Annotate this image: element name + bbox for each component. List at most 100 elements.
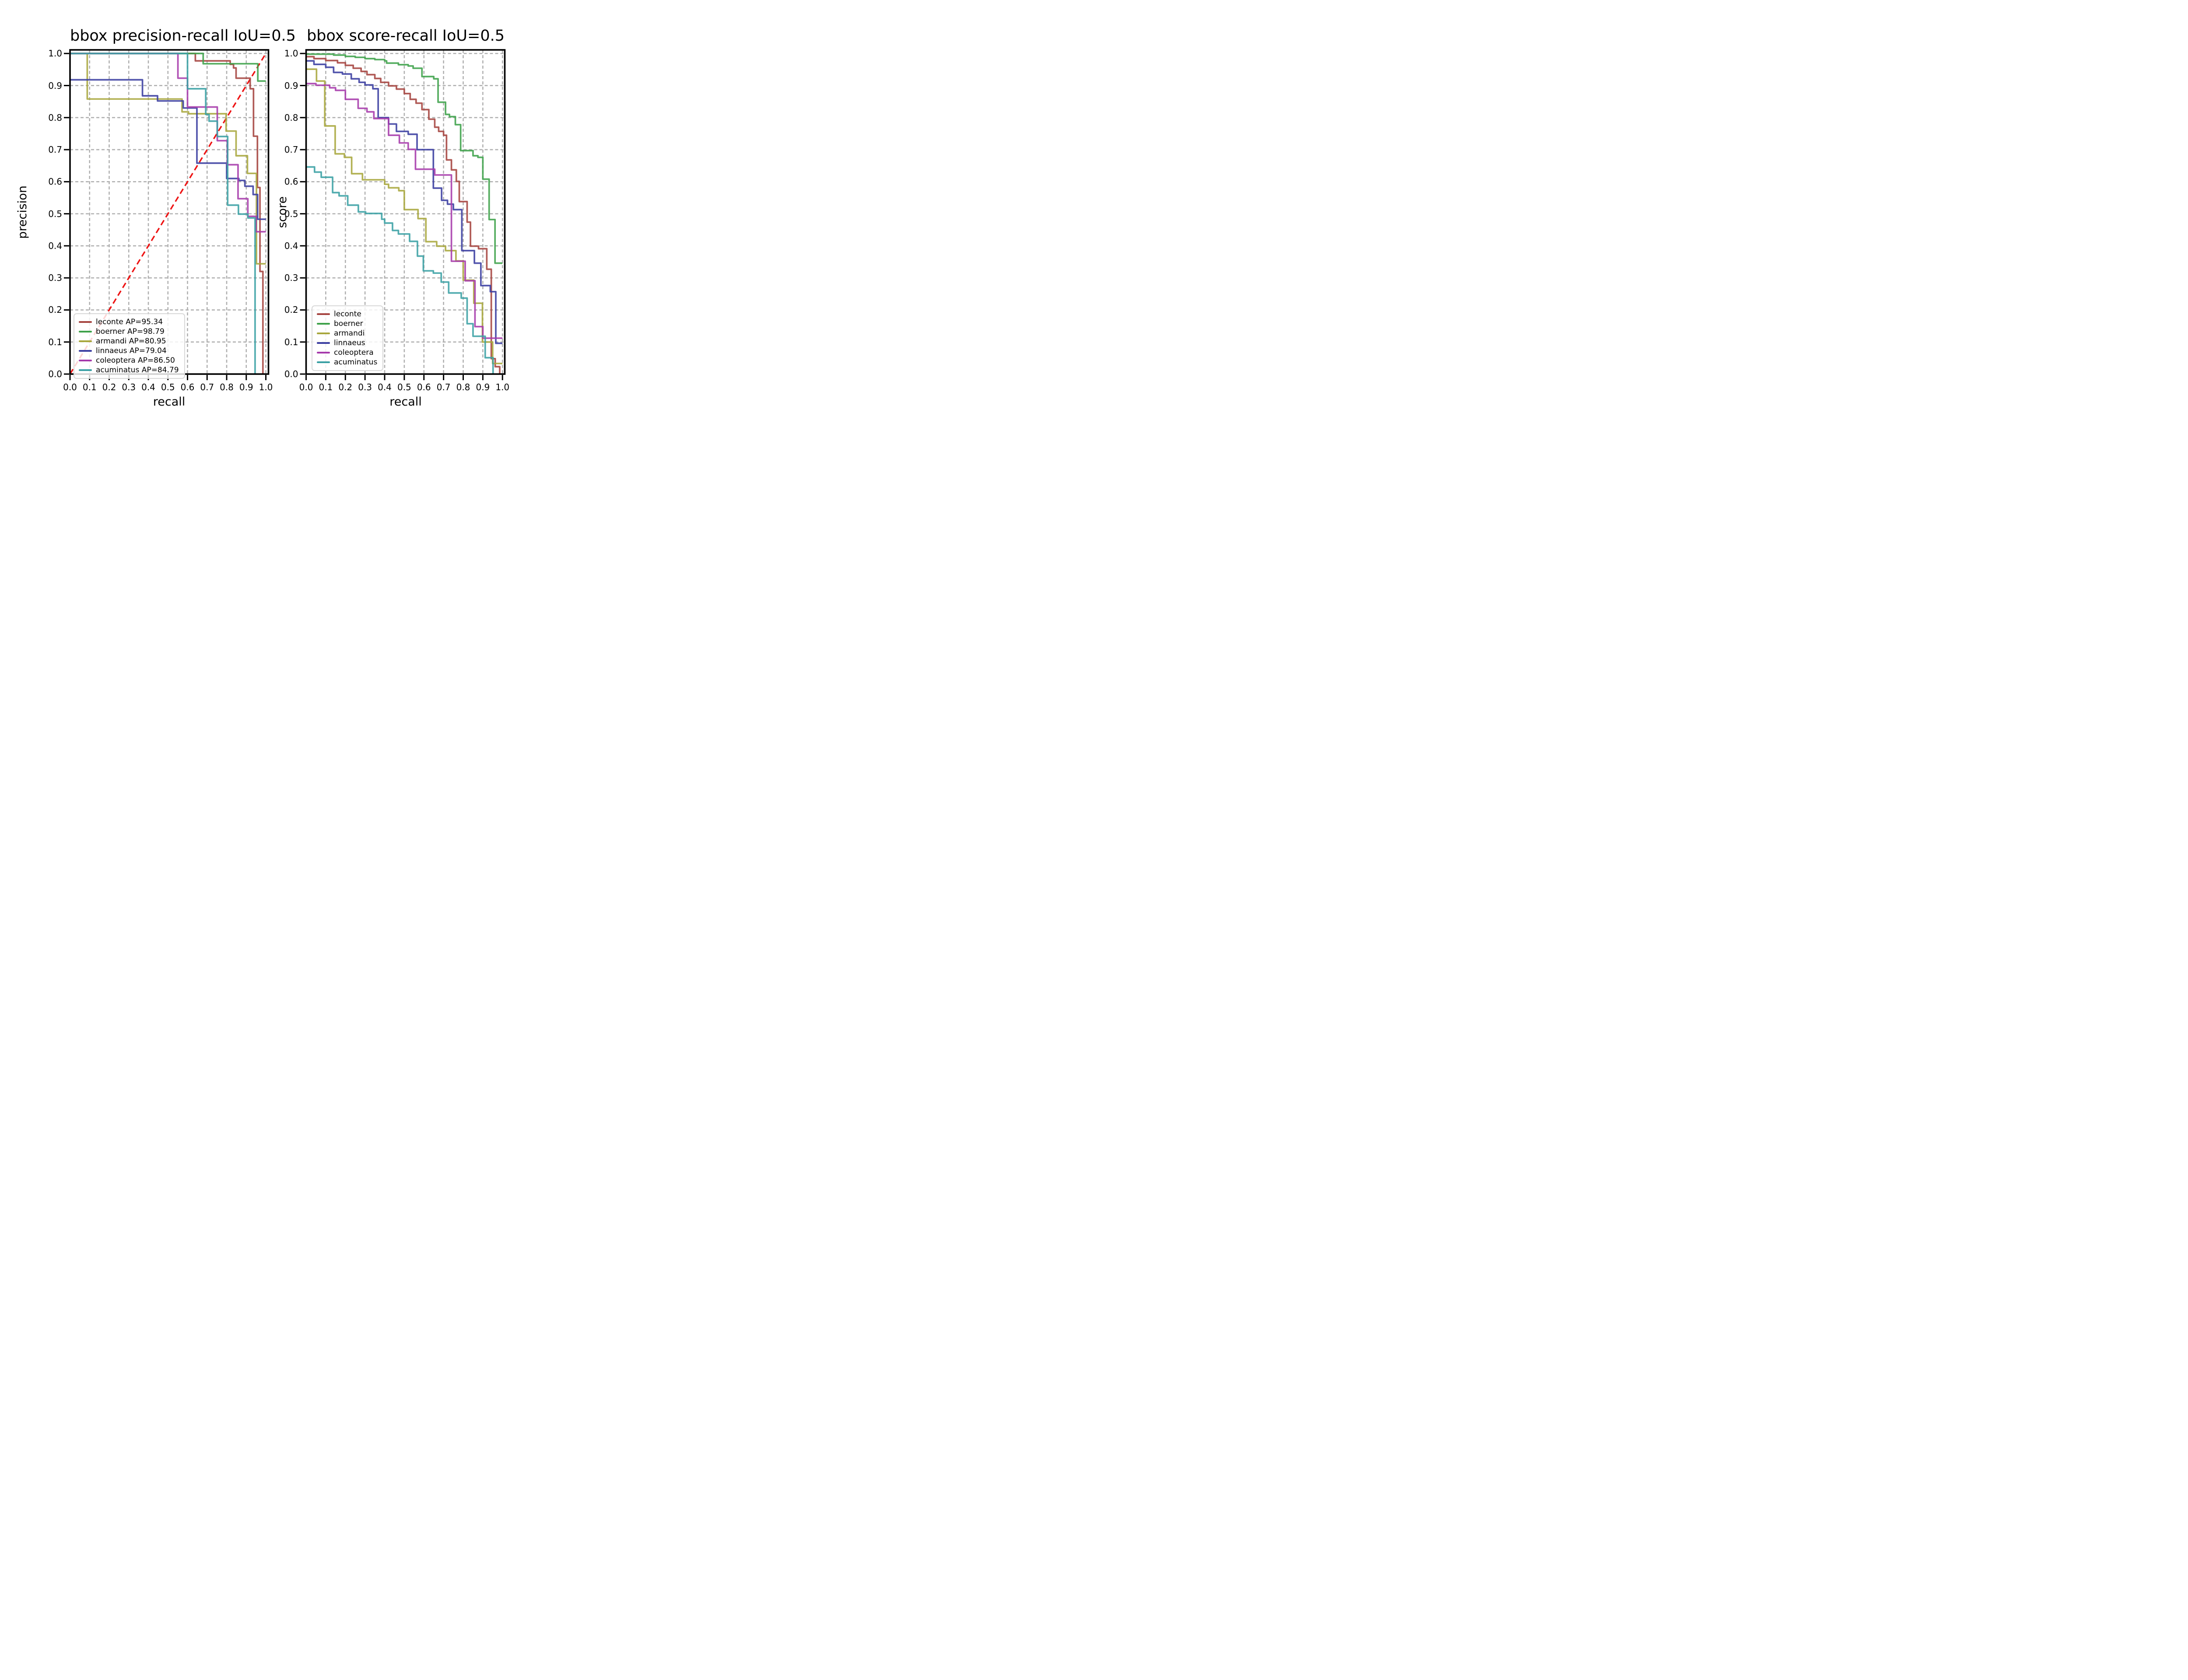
right-plot-legend: leconte boerner armandi linnaeus coleoptera a…: [312, 305, 384, 371]
x-tick-label: 0.6: [417, 382, 431, 392]
x-tick-label: 0.8: [456, 382, 470, 392]
x-tick-label: 0.1: [82, 382, 97, 392]
plots-canvas: [64, 49, 506, 380]
y-tick-label: 0.6: [48, 176, 62, 187]
legend-label: armandi: [334, 329, 365, 338]
y-tick-label: 0.6: [284, 176, 298, 187]
x-tick-label: 0.9: [476, 382, 490, 392]
x-tick-label: 0.4: [378, 382, 392, 392]
legend-label: boerner AP=98.79: [96, 327, 165, 336]
plot-left: [64, 49, 270, 380]
legend-item-boerner: boerner AP=98.79: [79, 327, 179, 336]
left-y-axis-label: precision: [16, 186, 29, 239]
x-tick-label: 0.2: [102, 382, 116, 392]
series-line-armandi: [70, 52, 266, 265]
legend-swatch-coleoptera: [317, 352, 330, 354]
legend-label: coleoptera: [334, 348, 374, 357]
legend-label: linnaeus AP=79.04: [96, 346, 167, 355]
y-tick-label: 0.3: [48, 273, 62, 284]
series-line-leconte: [306, 56, 501, 374]
legend-swatch-linnaeus: [79, 350, 92, 352]
legend-item-coleoptera: coleoptera: [317, 348, 377, 357]
y-tick-label: 0.4: [284, 240, 298, 251]
legend-swatch-acuminatus: [79, 369, 92, 371]
x-tick-label: 0.2: [338, 382, 353, 392]
y-tick-label: 1.0: [48, 48, 62, 59]
x-tick-label: 0.5: [161, 382, 175, 392]
plot-right: [300, 49, 506, 380]
x-tick-label: 0.0: [299, 382, 313, 392]
series-line-linnaeus: [70, 79, 266, 220]
left-plot-title: bbox precision-recall IoU=0.5: [70, 27, 296, 45]
legend-swatch-leconte: [79, 321, 92, 323]
legend-item-coleoptera: coleoptera AP=86.50: [79, 356, 179, 365]
legend-item-armandi: armandi: [317, 329, 377, 338]
legend-label: linnaeus: [334, 339, 365, 347]
legend-label: leconte AP=95.34: [96, 318, 163, 326]
x-tick-label: 0.9: [239, 382, 253, 392]
legend-label: leconte: [334, 310, 361, 318]
figure: bbox precision-recall IoU=0.5 bbox score…: [0, 0, 560, 420]
legend-swatch-armandi: [317, 332, 330, 334]
series-line-coleoptera: [306, 83, 503, 339]
x-tick-label: 0.3: [122, 382, 136, 392]
x-tick-label: 0.3: [358, 382, 372, 392]
legend-item-acuminatus: acuminatus AP=84.79: [79, 365, 179, 375]
y-tick-label: 0.3: [284, 273, 298, 284]
x-tick-label: 0.8: [220, 382, 234, 392]
y-tick-label: 0.0: [48, 369, 62, 379]
right-x-axis-label: recall: [389, 395, 422, 409]
y-tick-label: 0.7: [48, 144, 62, 155]
series-line-acuminatus: [70, 52, 256, 374]
x-tick-label: 0.1: [319, 382, 333, 392]
y-tick-label: 0.2: [48, 304, 62, 315]
y-tick-label: 0.5: [284, 208, 298, 219]
series-line-acuminatus: [306, 166, 494, 374]
series-line-linnaeus: [306, 60, 503, 344]
legend-item-leconte: leconte AP=95.34: [79, 317, 179, 327]
x-tick-label: 1.0: [495, 382, 510, 392]
diagonal-reference-line: [69, 53, 266, 374]
legend-label: coleoptera AP=86.50: [96, 356, 175, 365]
y-tick-label: 0.9: [284, 80, 298, 91]
y-tick-label: 0.4: [48, 240, 62, 251]
y-tick-label: 1.0: [284, 48, 298, 59]
legend-swatch-boerner: [79, 331, 92, 332]
y-tick-label: 0.2: [284, 304, 298, 315]
y-tick-label: 0.8: [48, 112, 62, 123]
y-tick-label: 0.1: [284, 336, 298, 347]
x-tick-label: 0.4: [141, 382, 155, 392]
series-line-leconte: [70, 52, 264, 374]
x-tick-label: 0.7: [436, 382, 451, 392]
x-tick-label: 0.7: [200, 382, 214, 392]
y-tick-label: 0.1: [48, 336, 62, 347]
y-tick-label: 0.7: [284, 144, 298, 155]
legend-swatch-acuminatus: [317, 361, 330, 363]
right-plot-title: bbox score-recall IoU=0.5: [306, 27, 505, 45]
legend-item-linnaeus: linnaeus: [317, 338, 377, 348]
left-x-axis-label: recall: [153, 395, 186, 409]
y-tick-label: 0.9: [48, 80, 62, 91]
legend-swatch-linnaeus: [317, 342, 330, 344]
legend-swatch-coleoptera: [79, 360, 92, 361]
series-line-boerner: [306, 53, 503, 264]
legend-label: armandi AP=80.95: [96, 337, 166, 346]
y-tick-label: 0.8: [284, 112, 298, 123]
legend-item-armandi: armandi AP=80.95: [79, 336, 179, 346]
axes-frame: [305, 49, 506, 375]
legend-item-leconte: leconte: [317, 309, 377, 319]
legend-label: acuminatus AP=84.79: [96, 366, 179, 374]
x-tick-label: 0.5: [397, 382, 411, 392]
y-tick-label: 0.0: [284, 369, 298, 379]
legend-label: boerner: [334, 319, 363, 328]
y-tick-label: 0.5: [48, 208, 62, 219]
legend-swatch-boerner: [317, 323, 330, 325]
legend-label: acuminatus: [334, 358, 378, 367]
x-tick-label: 0.0: [63, 382, 77, 392]
legend-swatch-leconte: [317, 313, 330, 315]
legend-item-linnaeus: linnaeus AP=79.04: [79, 346, 179, 356]
left-plot-legend: leconte AP=95.34 boerner AP=98.79 armandi …: [74, 313, 185, 379]
legend-item-acuminatus: acuminatus: [317, 357, 377, 367]
x-tick-label: 0.6: [180, 382, 195, 392]
legend-item-boerner: boerner: [317, 319, 377, 329]
